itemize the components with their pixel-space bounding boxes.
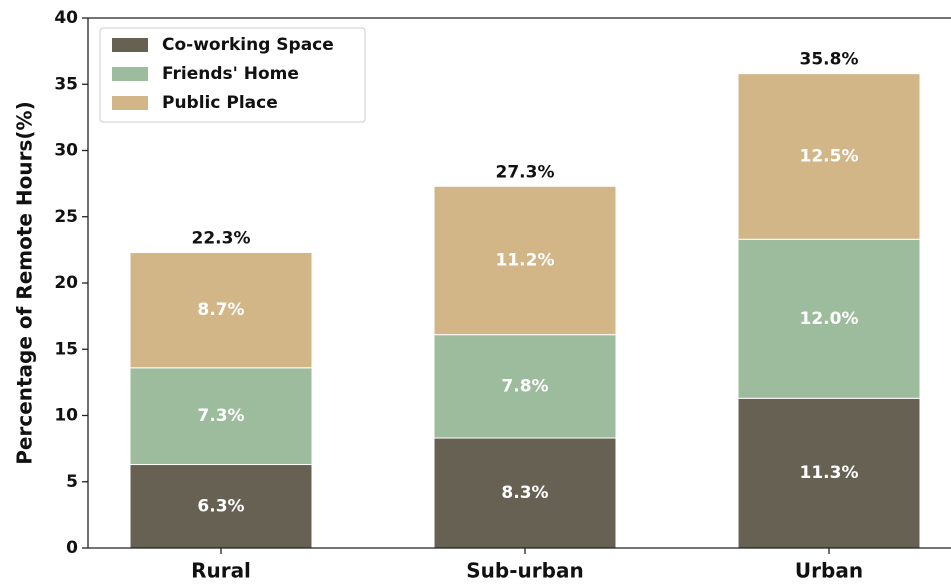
segment-label: 7.3% — [197, 406, 244, 426]
y-tick-label: 5 — [66, 472, 78, 492]
bar-segment — [129, 464, 313, 549]
segment-label: 11.3% — [800, 463, 859, 483]
segment-label: 11.2% — [496, 250, 555, 270]
total-label: 35.8% — [800, 50, 859, 70]
segment-label: 8.7% — [197, 300, 244, 320]
y-tick-label: 15 — [54, 339, 78, 359]
y-tick-label: 0 — [66, 538, 78, 558]
legend-swatch — [112, 96, 148, 110]
legend-swatch — [112, 67, 148, 81]
x-tick-label: Urban — [795, 559, 863, 583]
bar-segment — [737, 238, 921, 399]
legend-label: Public Place — [162, 93, 278, 113]
bar-segment — [129, 367, 313, 466]
y-tick-label: 40 — [54, 8, 78, 28]
bar-segment — [129, 252, 313, 369]
legend-box — [99, 27, 366, 123]
y-tick-label: 30 — [54, 141, 78, 161]
y-tick-label: 25 — [54, 207, 78, 227]
bar-segment — [737, 397, 921, 549]
y-tick-label: 35 — [54, 74, 78, 94]
legend-label: Friends' Home — [162, 64, 299, 84]
bar-segment — [433, 334, 617, 439]
legend-label: Co-working Space — [162, 35, 334, 55]
bar-segment — [433, 185, 617, 336]
x-tick-label: Sub-urban — [466, 559, 583, 583]
y-tick-label: 20 — [54, 273, 78, 293]
segment-label: 12.0% — [800, 309, 859, 329]
bar-segment — [433, 437, 617, 549]
segment-label: 8.3% — [501, 483, 548, 503]
y-axis-label: Percentage of Remote Hours(%) — [13, 101, 37, 465]
x-tick-label: Rural — [191, 559, 251, 583]
y-tick-label: 10 — [54, 406, 78, 426]
total-label: 27.3% — [496, 162, 555, 182]
total-label: 22.3% — [192, 229, 251, 249]
segment-label: 6.3% — [197, 496, 244, 516]
segment-label: 12.5% — [800, 146, 859, 166]
segment-label: 7.8% — [501, 376, 548, 396]
bar-segment — [737, 73, 921, 240]
legend-swatch — [112, 38, 148, 52]
